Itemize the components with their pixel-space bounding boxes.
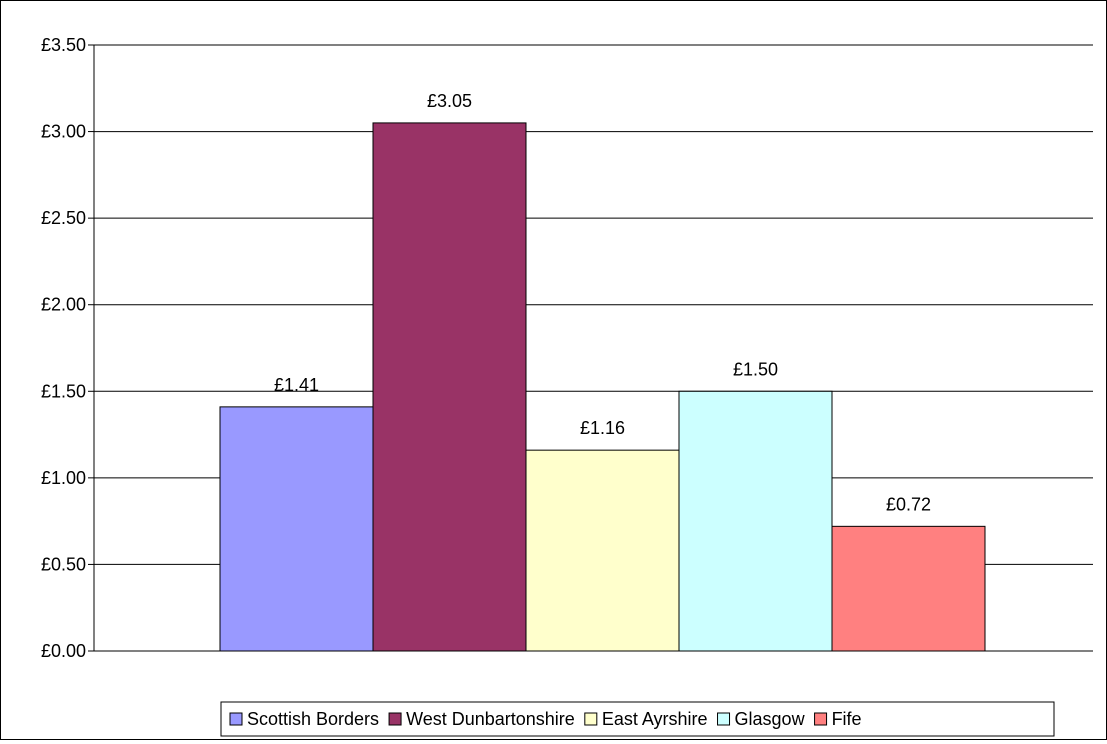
legend-label: Glasgow (735, 709, 806, 729)
data-labels: £1.41 £3.05 £1.16 £1.50 £0.72 (274, 91, 931, 514)
legend-swatch (717, 712, 731, 726)
legend-label: Fife (832, 709, 862, 729)
legend-label: West Dunbartonshire (406, 709, 575, 729)
bar-fife (831, 525, 986, 652)
legend-swatch (229, 712, 243, 726)
data-label: £0.72 (886, 494, 931, 514)
y-tick-label: £2.00 (41, 295, 86, 315)
legend: Scottish Borders West Dunbartonshire East … (220, 701, 1055, 737)
y-tick-label: £1.50 (41, 381, 86, 401)
y-tick-label: £0.50 (41, 554, 86, 574)
y-tick-label: £1.00 (41, 468, 86, 488)
legend-swatch (814, 712, 828, 726)
bar-east-ayrshire (525, 449, 680, 652)
bar-west-dunbartonshire (372, 122, 527, 652)
legend-swatch (388, 712, 402, 726)
bars (219, 122, 986, 652)
legend-label: East Ayrshire (602, 709, 708, 729)
y-tick-label: £0.00 (41, 641, 86, 661)
y-tick-label: £3.50 (41, 35, 86, 55)
data-label: £1.41 (274, 375, 319, 395)
bar-scottish-borders (219, 406, 374, 652)
y-tick-label: £2.50 (41, 208, 86, 228)
data-label: £1.50 (733, 359, 778, 379)
legend-label: Scottish Borders (247, 709, 379, 729)
y-tick-label: £3.00 (41, 122, 86, 142)
legend-box (220, 701, 1055, 737)
bar-glasgow (678, 390, 833, 652)
data-label: £3.05 (427, 91, 472, 111)
data-label: £1.16 (580, 418, 625, 438)
legend-swatch (584, 712, 598, 726)
